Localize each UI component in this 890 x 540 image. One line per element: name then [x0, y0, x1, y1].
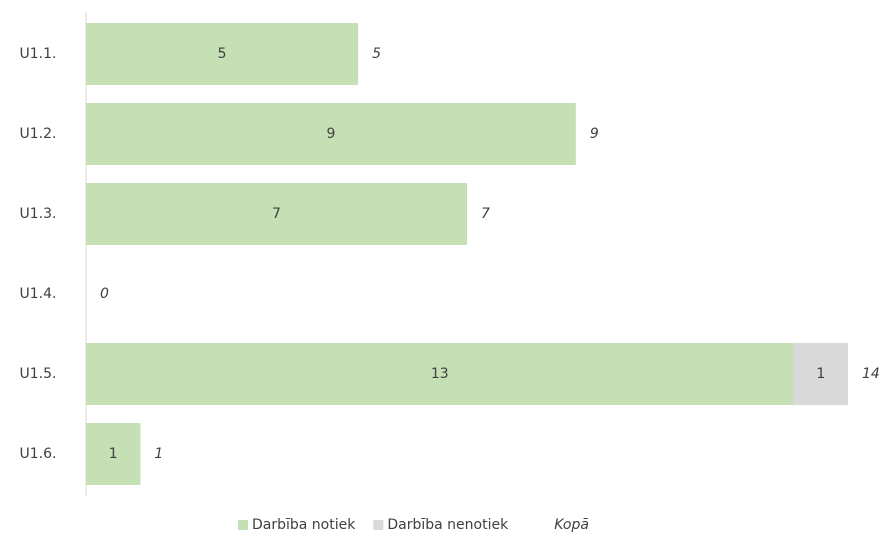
total-label: 7: [481, 206, 490, 222]
y-tick-label: U1.5.: [20, 366, 57, 382]
y-tick-label: U1.1.: [20, 46, 57, 62]
bar-segment: [86, 103, 576, 165]
data-label: 1: [109, 446, 118, 462]
data-label: 5: [218, 46, 227, 62]
data-label: 1: [816, 366, 825, 382]
y-tick-label: U1.2.: [20, 126, 57, 142]
legend-label: Darbība nenotiek: [387, 517, 509, 533]
total-label: 0: [100, 286, 109, 302]
total-label: 14: [862, 366, 880, 382]
data-label: 9: [326, 126, 335, 142]
legend-swatch: [373, 520, 384, 530]
bar-segment: [86, 23, 359, 85]
data-label: 7: [272, 206, 281, 222]
bar-segment: [86, 343, 794, 405]
y-tick-label: U1.6.: [20, 446, 57, 462]
total-label: 9: [590, 126, 599, 142]
total-label: 1: [154, 446, 163, 462]
bar-segment: [86, 183, 467, 245]
bar-segment: [793, 343, 848, 405]
legend-swatch: [238, 520, 248, 530]
total-label: 5: [372, 46, 381, 62]
data-label: 13: [431, 366, 449, 382]
legend-label: Kopā: [554, 517, 589, 533]
y-tick-label: U1.3.: [20, 206, 57, 222]
bar-segment: [86, 423, 141, 485]
y-tick-label: U1.4.: [20, 286, 57, 302]
legend-label: Darbība notiek: [252, 517, 356, 533]
